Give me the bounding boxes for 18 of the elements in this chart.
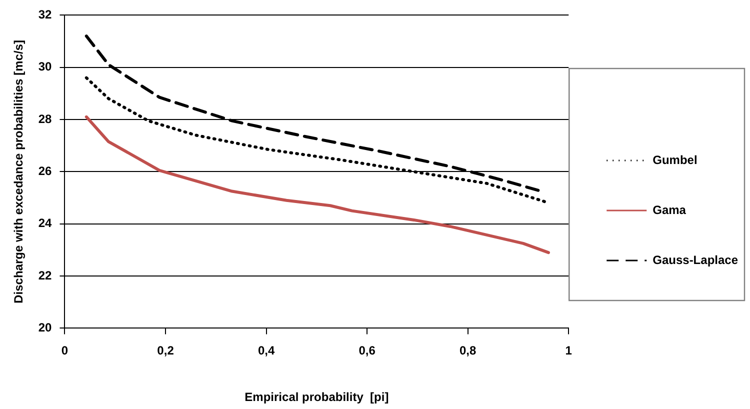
legend-label: Gumbel (652, 152, 698, 167)
y-axis-title: Discharge with excedance probabilities [mc/s] (12, 40, 26, 304)
y-tick-label: 24 (38, 216, 52, 230)
x-tick-label: 0,4 (258, 344, 275, 358)
y-tick-label: 22 (38, 268, 52, 282)
y-tick-label: 30 (38, 60, 52, 74)
x-tick-label: 0,6 (358, 344, 376, 358)
x-axis-title: Empirical probability [pi] (244, 390, 389, 404)
y-tick-label: 32 (38, 8, 52, 22)
y-tick-label: 26 (38, 164, 52, 178)
y-tick-label: 20 (38, 320, 52, 335)
y-tick-label: 28 (38, 112, 52, 126)
legend-label: Gama (652, 202, 686, 217)
x-tick-label: 0,2 (157, 344, 174, 358)
legend-label: Gauss-Laplace (652, 252, 738, 267)
x-tick-label: 0,8 (460, 344, 477, 358)
x-tick-label: 0 (61, 344, 68, 358)
x-tick-label: 1 (565, 344, 572, 358)
